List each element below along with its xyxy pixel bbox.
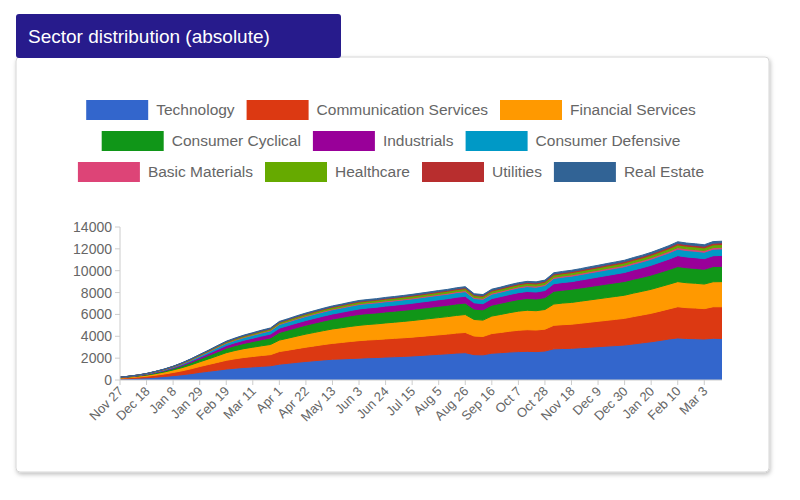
x-tick (544, 380, 545, 385)
x-tick (252, 380, 253, 385)
x-tick (120, 380, 121, 385)
x-tick (305, 380, 306, 385)
y-tick (115, 358, 120, 359)
x-tick (598, 380, 599, 385)
legend-item: Communication Services (247, 100, 489, 120)
x-tick-label: Feb 10 (645, 384, 684, 423)
y-axis-line (120, 227, 121, 380)
x-tick-label: Jul 15 (383, 384, 418, 419)
y-tick-label: 0 (104, 372, 112, 388)
legend-label: Real Estate (624, 163, 704, 180)
x-tick (651, 380, 652, 385)
card (16, 57, 769, 472)
page: {"chart_data": { "type": "area", "title"… (0, 0, 800, 500)
legend-swatch (500, 100, 562, 120)
legend-swatch (422, 162, 484, 182)
y-tick (115, 380, 120, 381)
x-tick-label: May 13 (298, 384, 339, 425)
x-tick (385, 380, 386, 385)
legend-swatch (265, 162, 327, 182)
legend-label: Consumer Cyclical (172, 132, 301, 149)
x-tick-label: Nov 18 (538, 384, 578, 424)
y-tick-label: 4000 (81, 328, 112, 344)
x-tick-label: Sep 16 (458, 384, 498, 424)
area-series (120, 266, 722, 377)
legend-label: Healthcare (335, 163, 410, 180)
legend-item: Consumer Defensive (466, 131, 681, 151)
area-series (120, 249, 722, 378)
legend-swatch (554, 162, 616, 182)
axes: 02000400060008000100001200014000Nov 27De… (73, 219, 722, 424)
area-series (120, 247, 722, 377)
x-tick (332, 380, 333, 385)
legend-label: Consumer Defensive (536, 132, 681, 149)
x-axis-line (120, 380, 722, 381)
legend-item: Healthcare (265, 162, 410, 182)
legend-label: Financial Services (570, 101, 696, 118)
y-tick (115, 248, 120, 249)
x-tick-label: Dec 18 (113, 384, 153, 424)
y-tick-label: 10000 (73, 263, 112, 279)
title-tab (16, 14, 341, 58)
x-tick (704, 380, 705, 385)
legend-item: Consumer Cyclical (102, 131, 301, 151)
legend-item: Real Estate (554, 162, 704, 182)
y-tick-label: 6000 (81, 306, 112, 322)
legend-swatch (86, 100, 148, 120)
y-tick-label: 14000 (73, 219, 112, 235)
x-tick (438, 380, 439, 385)
legend-swatch (78, 162, 140, 182)
x-tick (571, 380, 572, 385)
x-tick-label: Jun 24 (353, 384, 391, 422)
legend-swatch (313, 131, 375, 151)
legend-item: Basic Materials (78, 162, 253, 182)
chart-svg: Sector distribution (absolute) 0 2000 4000 6… (0, 0, 800, 500)
y-tick-label: 12000 (73, 241, 112, 257)
legend-item: Technology (86, 100, 235, 120)
legend-swatch (102, 131, 164, 151)
x-tick (624, 380, 625, 385)
area-series (120, 243, 722, 377)
x-tick (146, 380, 147, 385)
y-tick-label: 2000 (81, 350, 112, 366)
x-tick (279, 380, 280, 385)
legend-label: Utilities (492, 163, 542, 180)
x-tick-label: Mar 3 (676, 384, 710, 418)
y-tick (115, 270, 120, 271)
legend-label: Technology (156, 101, 235, 118)
area-series (120, 244, 722, 377)
legend-swatch (247, 100, 309, 120)
legend: Technology Communication Services Financia… (78, 100, 704, 182)
x-tick (226, 380, 227, 385)
y-tick (115, 227, 120, 228)
x-tick (199, 380, 200, 385)
area-series (120, 241, 722, 377)
areas (120, 241, 722, 380)
legend-item: Utilities (422, 162, 542, 182)
legend-label: Basic Materials (148, 163, 253, 180)
chart-title: Sector distribution (absolute) (28, 26, 270, 47)
legend-label: Communication Services (317, 101, 489, 118)
x-tick (465, 380, 466, 385)
legend-label: Industrials (383, 132, 454, 149)
legend-swatch (466, 131, 528, 151)
legend-item: Financial Services (500, 100, 696, 120)
y-tick (115, 336, 120, 337)
x-tick (359, 380, 360, 385)
area-series (120, 255, 722, 377)
y-tick (115, 314, 120, 315)
x-tick (412, 380, 413, 385)
legend-item: Industrials (313, 131, 454, 151)
y-tick (115, 292, 120, 293)
y-tick-label: 8000 (81, 285, 112, 301)
x-tick (173, 380, 174, 385)
x-tick-label: Mar 11 (220, 384, 259, 423)
x-tick (491, 380, 492, 385)
x-tick (677, 380, 678, 385)
x-tick (518, 380, 519, 385)
